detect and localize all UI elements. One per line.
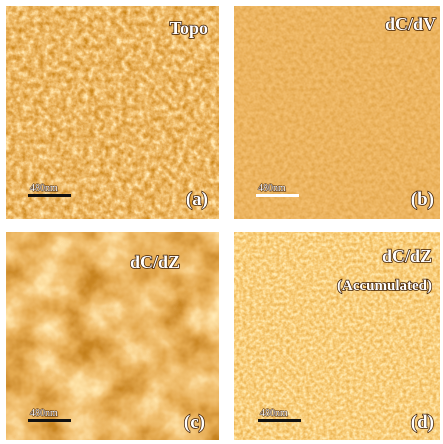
scale-bar — [28, 419, 71, 422]
panel-title: dC/dV — [385, 14, 436, 34]
panel-label: (c) — [184, 412, 205, 433]
scale-bar — [256, 194, 299, 197]
panel-title: dC/dZ — [130, 252, 180, 272]
scale-label: 480nm — [30, 408, 58, 419]
panel-label: (a) — [186, 189, 208, 210]
panel-title: dC/dZ — [382, 246, 432, 266]
panel-title: Topo — [170, 18, 208, 38]
scale-bar — [28, 194, 71, 197]
panel-label: (d) — [411, 412, 434, 433]
page: Topo 480nm (a) dC/dV 480nm (b) dC/dZ 480… — [0, 0, 443, 444]
scale-label: 480nm — [258, 183, 286, 194]
scale-bar — [258, 419, 301, 422]
panel-subtitle: (Accumulated) — [337, 278, 432, 294]
panel-label: (b) — [411, 189, 434, 210]
panel-b: dC/dV 480nm (b) — [234, 6, 440, 219]
figure: Topo 480nm (a) dC/dV 480nm (b) dC/dZ 480… — [0, 0, 443, 444]
scale-label: 480nm — [260, 408, 288, 419]
scale-label: 480nm — [30, 183, 58, 194]
panel-d: dC/dZ (Accumulated) 480nm (d) — [234, 232, 440, 440]
panel-a: Topo 480nm (a) — [6, 6, 219, 219]
panel-c: dC/dZ 480nm (c) — [6, 232, 219, 440]
